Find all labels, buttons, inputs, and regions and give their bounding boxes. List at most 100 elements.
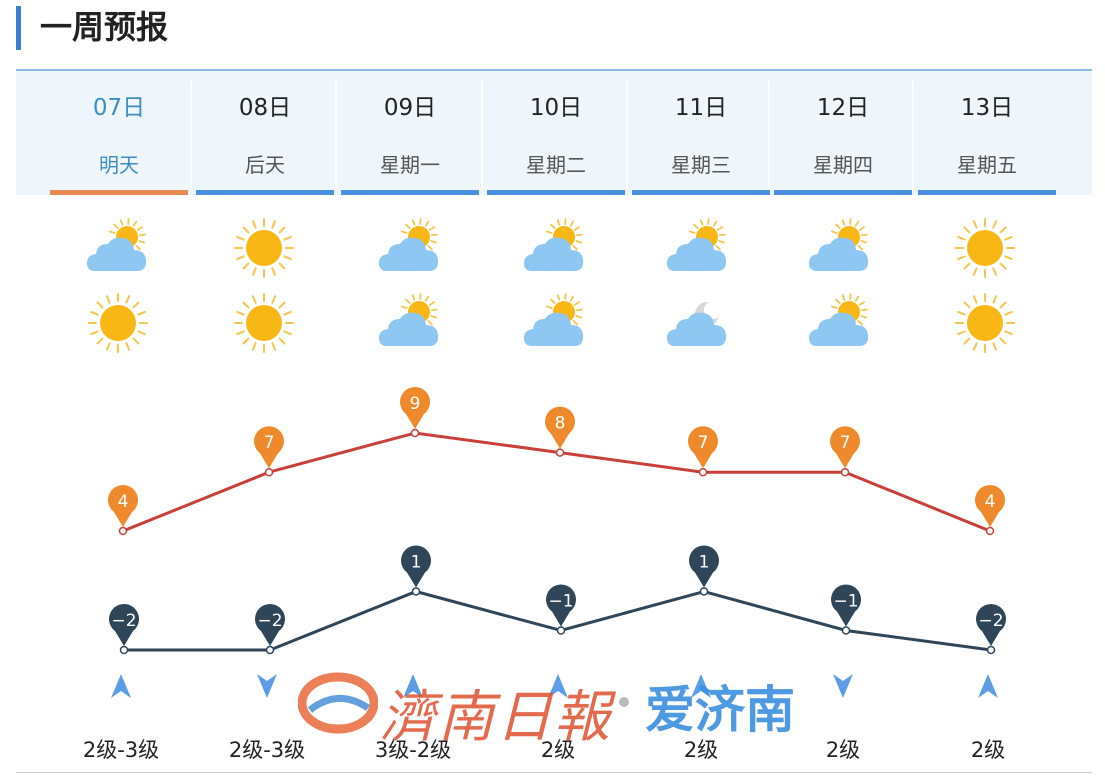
tab-underline (50, 190, 188, 195)
day-tabs: 07日 明天 08日 后天 09日 星期一 10日 星期二 11日 星期三 12日 星期四 13日 星期五 (16, 69, 1092, 195)
title-accent-bar (16, 6, 21, 50)
temp-label: 4 (985, 492, 996, 512)
low-temp-point: −2 (109, 604, 139, 655)
wind-arrow-up-icon (681, 666, 721, 706)
wind-arrow-up-icon (101, 666, 141, 706)
day-date: 08日 (238, 95, 292, 121)
high-temp-point: 9 (400, 387, 430, 438)
day-date: 09日 (383, 95, 437, 121)
partly-cloudy-icon (663, 213, 733, 283)
wind-level: 2级 (825, 738, 861, 762)
day-tab-1[interactable]: 08日后天 (194, 71, 336, 195)
wind-level: 3级-2级 (374, 738, 452, 762)
high-temp-point: 7 (254, 426, 284, 477)
sun-icon (83, 288, 153, 358)
wind-level: 2级 (683, 738, 719, 762)
temp-label: −2 (257, 611, 282, 631)
temp-label: 1 (699, 553, 710, 573)
watermark-paper-name: 濟南日報 (380, 685, 612, 750)
temp-label: −2 (111, 611, 136, 631)
tab-underline (918, 190, 1056, 195)
temp-label: 7 (840, 433, 851, 453)
day-of-week: 星期一 (380, 153, 440, 177)
day-tab-3[interactable]: 10日星期二 (485, 71, 627, 195)
cloudy-moon-icon (663, 288, 733, 358)
tab-separator (626, 81, 628, 189)
temp-label: −1 (548, 592, 573, 612)
day-tab-2[interactable]: 09日星期一 (339, 71, 481, 195)
wind-level: 2级-3级 (228, 738, 306, 762)
low-temp-point: −1 (831, 584, 861, 635)
temp-label: 9 (410, 394, 421, 414)
day-tab-0[interactable]: 07日明天 (48, 71, 190, 195)
newspaper-logo-icon (298, 672, 378, 734)
low-temp-point: −1 (546, 584, 576, 635)
partly-cloudy-icon (83, 213, 153, 283)
day-of-week: 后天 (245, 153, 285, 177)
wind-level: 2级 (970, 738, 1006, 762)
wind-arrow-down-icon (823, 666, 863, 706)
sun-icon (229, 213, 299, 283)
temp-label: 7 (698, 433, 709, 453)
sun-icon (950, 213, 1020, 283)
tab-separator (335, 81, 337, 189)
sun-icon (229, 288, 299, 358)
low-temp-point: −2 (975, 604, 1006, 655)
tab-separator (190, 81, 192, 189)
high-temp-point: 8 (545, 406, 576, 457)
tab-underline (774, 190, 912, 195)
partly-cloudy-icon (805, 213, 875, 283)
temp-label: 4 (118, 492, 129, 512)
partly-cloudy-icon (805, 288, 875, 358)
wind-arrow-up-icon (393, 666, 433, 706)
sun-icon (950, 288, 1020, 358)
temp-label: −1 (833, 592, 858, 612)
wind-arrow-up-icon (968, 666, 1008, 706)
wind-level: 2级-3级 (82, 738, 160, 762)
wind-arrow-up-icon (538, 666, 578, 706)
day-date: 12日 (816, 95, 870, 121)
partly-cloudy-icon (520, 288, 590, 358)
low-temp-point: −2 (254, 604, 285, 655)
low-temp-point: 1 (688, 545, 719, 596)
day-of-week: 星期四 (813, 153, 873, 177)
day-of-week: 星期二 (526, 153, 586, 177)
partly-cloudy-icon (375, 288, 445, 358)
day-of-week: 星期五 (957, 153, 1017, 177)
wind-level: 2级 (540, 738, 576, 762)
day-date: 13日 (960, 95, 1014, 121)
tab-separator (912, 81, 914, 189)
high-temp-point: 7 (830, 426, 861, 477)
page-title: 一周预报 (40, 8, 169, 46)
tab-underline (487, 190, 625, 195)
day-of-week: 明天 (99, 153, 139, 177)
day-date: 07日 (92, 95, 146, 121)
low-temp-point: 1 (401, 545, 431, 596)
bottom-divider (16, 772, 1092, 773)
tab-separator (481, 81, 483, 189)
partly-cloudy-icon (520, 213, 590, 283)
day-date: 11日 (674, 95, 728, 121)
temp-label: 1 (411, 553, 422, 573)
high-temp-point: 4 (974, 485, 1005, 536)
partly-cloudy-icon (375, 213, 445, 283)
high-temp-point: 7 (688, 426, 718, 477)
watermark-app-name: 爱济南 (645, 681, 795, 739)
day-of-week: 星期三 (671, 153, 731, 177)
day-date: 10日 (529, 95, 583, 121)
high-temp-point: 4 (108, 485, 139, 536)
watermark-dot (619, 697, 629, 707)
tab-underline (196, 190, 334, 195)
temp-label: 8 (555, 414, 566, 434)
high-temp-line (122, 431, 991, 533)
tab-underline (632, 190, 770, 195)
tab-underline (341, 190, 479, 195)
day-tab-4[interactable]: 11日星期三 (630, 71, 772, 195)
temp-label: −2 (978, 611, 1003, 631)
tab-separator (768, 81, 770, 189)
day-tab-5[interactable]: 12日星期四 (772, 71, 914, 195)
temp-label: 7 (264, 433, 275, 453)
day-tab-6[interactable]: 13日星期五 (916, 71, 1058, 195)
wind-arrow-down-icon (247, 666, 287, 706)
